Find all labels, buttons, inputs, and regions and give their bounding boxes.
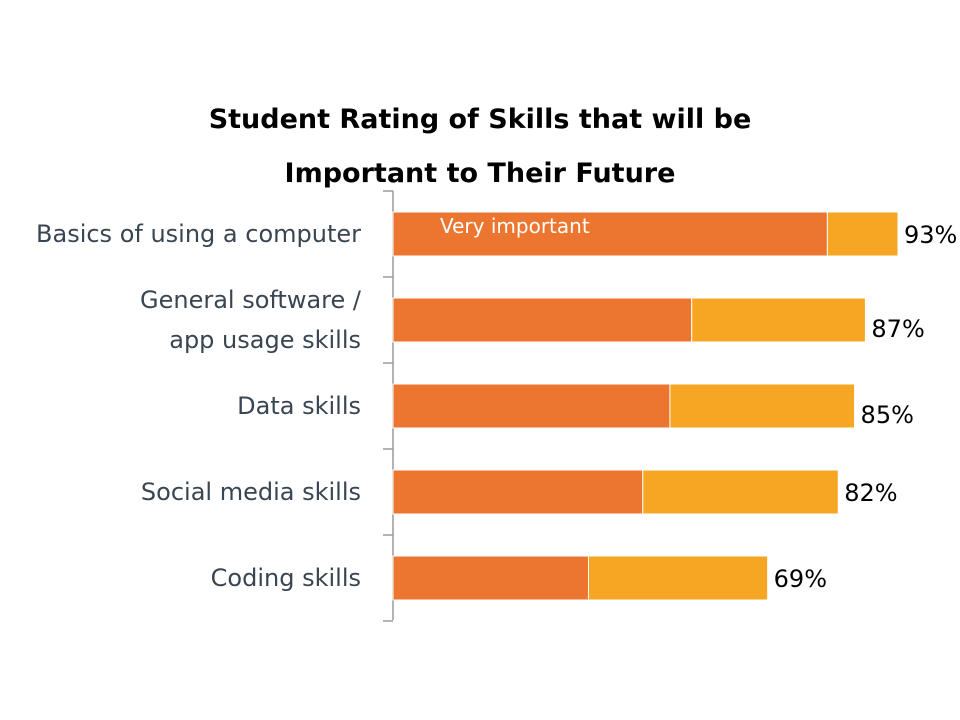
category-label-4: Social media skills <box>141 478 361 506</box>
bar-series-1-row-4 <box>392 469 644 515</box>
bar-series-1-row-5 <box>392 555 589 601</box>
total-labels: 93% 87% 85% 82% 69% <box>774 221 958 593</box>
bar-series-1-row-3 <box>392 383 671 429</box>
bar-series-2-row-1 <box>826 211 899 257</box>
chart-title-line-2: Important to Their Future <box>285 158 676 189</box>
bar-series-2-row-2 <box>691 297 866 343</box>
bar-series-1-row-2 <box>392 297 693 343</box>
chart-title-line-1: Student Rating of Skills that will be <box>209 104 752 135</box>
bar-series-2-row-3 <box>669 383 856 429</box>
total-label-4: 82% <box>844 479 897 507</box>
category-label-5: Coding skills <box>211 564 361 592</box>
category-label-2-line-2: app usage skills <box>169 326 361 354</box>
bars: Very important <box>392 211 899 601</box>
total-label-5: 69% <box>774 565 827 593</box>
bar-series-2-row-4 <box>642 469 839 515</box>
category-label-2-line-1: General software / <box>140 286 362 314</box>
series-label-very-important: Very important <box>440 214 590 238</box>
total-label-2: 87% <box>871 315 924 343</box>
category-labels: Basics of using a computer General softwa… <box>36 220 362 592</box>
category-label-3: Data skills <box>237 392 361 420</box>
total-label-3: 85% <box>861 401 914 429</box>
bar-series-1-row-1 <box>392 211 828 257</box>
bar-series-2-row-5 <box>587 555 769 601</box>
category-label-1: Basics of using a computer <box>36 220 361 248</box>
y-axis-ticks <box>383 190 393 622</box>
total-label-1: 93% <box>904 221 957 249</box>
